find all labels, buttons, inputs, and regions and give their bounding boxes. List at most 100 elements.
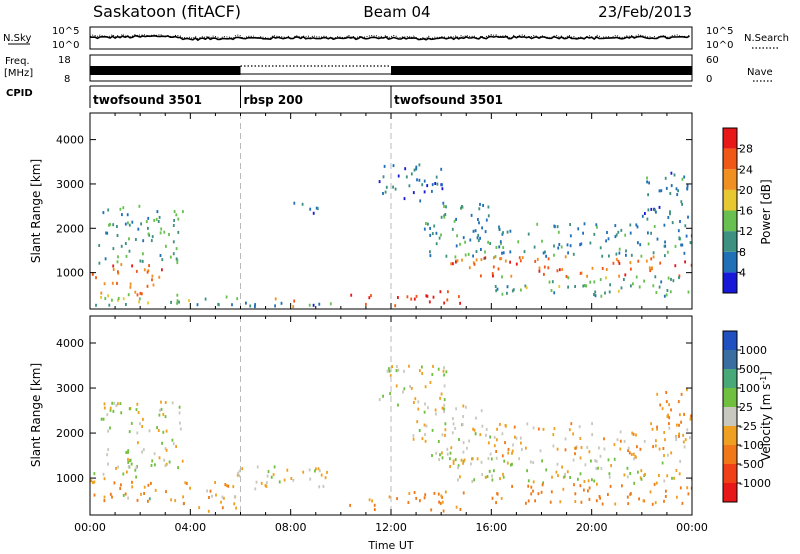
power-cell-2-65	[128, 223, 131, 227]
power-cell-10-201	[460, 206, 462, 210]
power-colorbar-label-6: 28	[739, 143, 753, 156]
velocity-cell-13-574	[659, 403, 662, 407]
power-cell-14-509	[647, 208, 650, 212]
velocity-cell-9-274	[444, 428, 447, 432]
power-cell-8-154	[426, 294, 429, 298]
velocity-cell-5-146	[256, 465, 259, 469]
velocity-cell-5-149	[260, 481, 263, 485]
power-cell-2-98	[141, 259, 144, 263]
power-cell-11-288	[475, 258, 478, 262]
power-cell-2-38	[176, 261, 179, 265]
velocity-cell-10-384	[566, 470, 569, 474]
power-cell-12-321	[614, 235, 617, 239]
velocity-cell-12-555	[527, 499, 530, 503]
velocity-cell-8-235	[413, 401, 415, 404]
velocity-cell-2-81	[107, 462, 109, 466]
velocity-cell-10-397	[678, 472, 681, 476]
velocity-cell-2-93	[179, 427, 182, 431]
power-cell-13-452	[520, 288, 522, 292]
velocity-cell-1-31	[135, 466, 138, 470]
power-cell-12-378	[635, 223, 638, 227]
power-cell-10-213	[482, 204, 484, 207]
velocity-panel: 1000 2000 3000 4000 00:00 04:00 08:00 12:00 16:0…	[29, 315, 708, 552]
velocity-cell-11-492	[636, 445, 638, 449]
power-cell-9-173	[392, 185, 394, 189]
velocity-cell-13-571	[668, 403, 670, 407]
velocity-cell-2-95	[125, 450, 128, 454]
nsearch-tick-bottom: 10^0	[706, 40, 733, 51]
power-cell-2-35	[182, 210, 184, 214]
power-cell-15-515	[309, 207, 312, 211]
power-cell-14-486	[646, 176, 648, 180]
power-cell-2-96	[145, 220, 148, 224]
power-cell-8-149	[446, 298, 449, 302]
power-cell-13-443	[582, 284, 585, 288]
velocity-cell-8-226	[443, 373, 445, 377]
velocity-cell-11-470	[651, 427, 654, 431]
velocity-cell-2-80	[129, 458, 132, 462]
power-cell-12-329	[647, 231, 649, 235]
velocity-cell-9-291	[425, 424, 428, 428]
velocity-cell-8-244	[388, 369, 391, 373]
power-cell-9-171	[383, 164, 386, 168]
velocity-cell-2-71	[181, 459, 184, 463]
velocity-colorbar-label-3: 25	[739, 401, 753, 414]
velocity-cell-11-485	[495, 450, 498, 453]
power-cell-10-239	[489, 242, 492, 245]
velocity-cell-11-407	[630, 453, 633, 456]
power-cell-2-30	[135, 238, 137, 241]
velocity-cell-2-61	[164, 447, 167, 451]
power-cell-12-392	[545, 254, 547, 258]
power-cell-10-221	[459, 242, 461, 246]
power-cell-14-480	[670, 171, 673, 175]
velocity-cell-4-126	[221, 495, 224, 499]
velocity-cell-10-373	[506, 461, 509, 465]
power-cell-14-487	[646, 217, 649, 221]
velocity-cell-10-348	[486, 475, 489, 478]
velocity-cell-9-278	[431, 428, 434, 432]
power-cell-10-207	[429, 233, 432, 237]
power-cell-9-164	[434, 182, 437, 185]
power-cell-12-389	[502, 231, 504, 235]
power-cell-9-163	[382, 192, 384, 195]
velocity-cell-9-259	[475, 416, 477, 420]
power-cell-9-168	[423, 179, 426, 183]
velocity-cell-1-24	[102, 472, 105, 476]
velocity-cell-2-109	[158, 413, 161, 417]
power-cell-11-293	[538, 266, 541, 270]
power-cell-10-212	[435, 231, 438, 235]
velocity-cell-10-389	[495, 456, 498, 460]
power-cell-13-467	[567, 285, 569, 289]
power-cell-1-18	[129, 282, 132, 286]
velocity-ytick-label-3: 4000	[56, 337, 84, 350]
velocity-cell-8-211	[410, 386, 413, 390]
velocity-cell-11-484	[635, 433, 637, 437]
velocity-cell-9-255	[443, 410, 445, 414]
power-ytick-label-0: 1000	[56, 267, 84, 280]
velocity-cell-12-547	[642, 499, 645, 503]
power-cell-11-317	[509, 260, 511, 264]
velocity-cell-10-334	[655, 481, 658, 485]
power-cell-9-191	[403, 197, 406, 201]
power-cell-3-113	[100, 295, 102, 299]
velocity-cell-11-480	[678, 434, 680, 438]
velocity-cell-11-455	[678, 432, 680, 436]
power-cell-2-90	[147, 216, 150, 220]
velocity-cell-2-65	[127, 465, 130, 468]
velocity-cell-10-357	[671, 476, 673, 480]
power-cell-12-418	[553, 253, 555, 257]
velocity-cell-11-466	[634, 455, 637, 458]
velocity-colorbar-swatch-8	[723, 483, 737, 502]
power-cell-13-447	[585, 284, 588, 288]
velocity-cell-12-534	[664, 495, 667, 498]
power-colorbar-swatch-1	[723, 251, 737, 273]
velocity-cell-10-335	[579, 472, 582, 476]
power-cell-8-145	[397, 296, 399, 299]
power-cell-10-234	[433, 224, 436, 228]
velocity-cell-7-198	[442, 509, 445, 513]
velocity-cell-8-238	[443, 384, 446, 388]
power-cell-4-124	[204, 297, 207, 301]
velocity-cell-5-172	[270, 475, 273, 479]
velocity-cell-8-224	[395, 384, 398, 388]
power-cell-2-92	[137, 227, 140, 231]
